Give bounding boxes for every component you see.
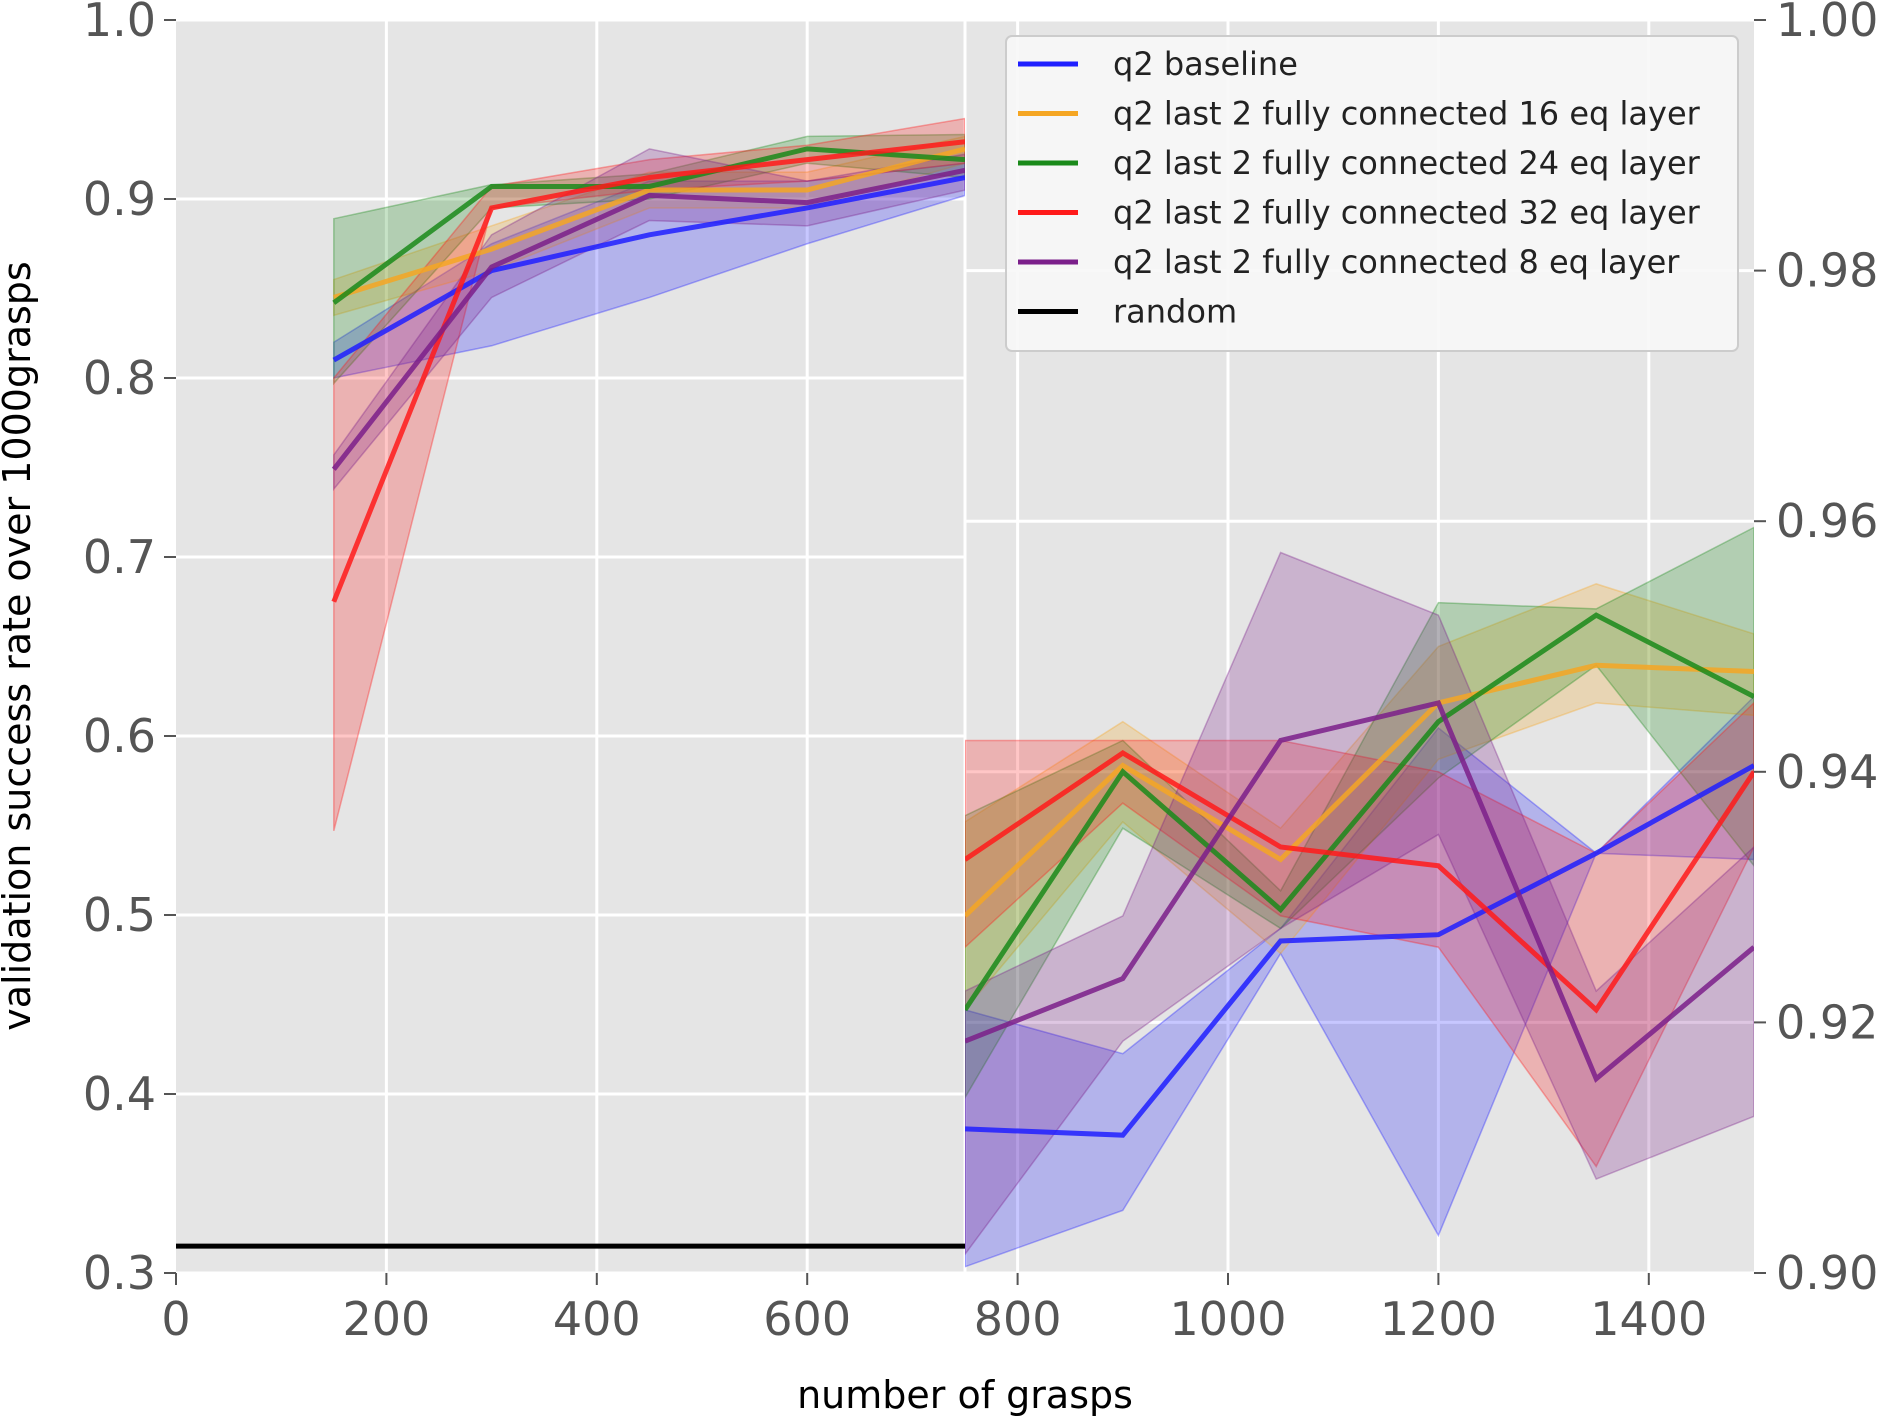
q2-last-2-fully-connected-32-eq-layer-line [965,750,1754,1014]
x-tick-label: 600 [763,1292,851,1346]
left-y-tick-label: 0.8 [83,351,156,405]
q2-last-2-fully-connected-8-eq-layer-band [965,551,1754,1256]
left-y-tick-label: 1.0 [83,0,156,47]
left-y-tick-label: 0.3 [83,1246,156,1300]
q2-last-2-fully-connected-16-eq-layer-band [965,583,1754,1012]
q2-last-2-fully-connected-24-eq-layer-line [965,612,1754,1012]
right-y-tick-label: 0.98 [1776,244,1878,298]
left-y-tick-label: 0.4 [83,1067,156,1121]
q2-baseline-line [965,763,1754,1138]
axes: 0 200 400 600 800 1000 1200 1400 0.3 0.4 0.5 0.6 0.7… [83,0,1879,1346]
q2-last-2-fully-connected-16-eq-layer-line [965,662,1754,918]
x-tick-label: 800 [974,1292,1062,1346]
right-y-tick-label: 1.00 [1776,0,1878,47]
right-y-tick-label: 0.96 [1776,494,1878,548]
series-lines [176,139,1754,1249]
legend-label-q2-last-2-fully-connected-32-eq-layer: q2 last 2 fully connected 32 eq layer [1113,194,1701,232]
legend-label-q2-last-2-fully-connected-16-eq-layer: q2 last 2 fully connected 16 eq layer [1113,95,1701,133]
right-y-tick-label: 0.94 [1776,745,1878,799]
x-tick-label: 200 [342,1292,430,1346]
y-axis-label: validation success rate over 1000grasps [0,261,39,1030]
left-y-tick-label: 0.6 [83,709,156,763]
x-tick-label: 1200 [1380,1292,1497,1346]
q2-baseline-line [332,175,965,363]
q2-baseline-band [333,162,965,379]
legend-box [1005,35,1739,352]
x-tick-label: 1000 [1169,1292,1286,1346]
legend: q2 baseline q2 last 2 fully connected 16 … [1005,35,1739,352]
x-axis-label: number of grasps [797,1373,1133,1416]
q2-last-2-fully-connected-8-eq-layer-line [331,167,965,471]
q2-baseline-band [965,695,1754,1268]
right-panel-lines [965,612,1754,1138]
x-tick-label: 400 [553,1292,641,1346]
left-y-tick-label: 0.7 [83,530,156,584]
left-y-tick-label: 0.9 [83,172,156,226]
q2-last-2-fully-connected-16-eq-layer-line [333,146,965,300]
q2-last-2-fully-connected-32-eq-layer-line [331,139,965,603]
legend-label-q2-baseline: q2 baseline [1113,45,1298,83]
right-y-tick-label: 0.90 [1776,1246,1878,1300]
right-y-tick-label: 0.92 [1776,995,1878,1049]
x-tick-label: 1400 [1590,1292,1707,1346]
q2-last-2-fully-connected-32-eq-layer-band [333,117,965,832]
legend-label-random: random [1113,293,1237,331]
left-panel-lines [176,139,965,1249]
legend-label-q2-last-2-fully-connected-8-eq-layer: q2 last 2 fully connected 8 eq layer [1113,243,1680,281]
x-tick-label: 0 [161,1292,190,1346]
legend-label-q2-last-2-fully-connected-24-eq-layer: q2 last 2 fully connected 24 eq layer [1113,144,1701,182]
left-y-tick-label: 0.5 [83,888,156,942]
q2-last-2-fully-connected-8-eq-layer-line [965,699,1754,1083]
